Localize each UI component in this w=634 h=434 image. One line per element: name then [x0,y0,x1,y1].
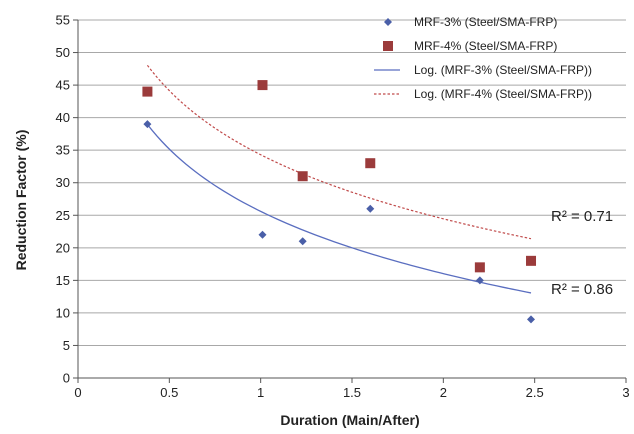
y-tick-labels: 0 5 10 15 20 25 30 35 40 45 50 55 [56,13,70,386]
x-tick-labels: 0 0.5 1 1.5 2 2.5 3 [74,385,629,400]
r2-label-1: R² = 0.86 [551,281,613,298]
data-point-series-2 [142,86,153,97]
legend-label: Log. (MRF-4% (Steel/SMA-FRP)) [414,87,592,101]
r2-labels: R² = 0.86 R² = 0.71 [551,208,613,298]
legend-entry-3: Log. (MRF-3% (Steel/SMA-FRP)) [374,63,592,77]
data-points [142,80,537,324]
y-tick-label: 20 [56,240,70,255]
trendline-2 [146,64,532,240]
y-tick-label: 0 [63,371,70,386]
y-tick-label: 45 [56,78,70,93]
y-tick-label: 30 [56,175,70,190]
data-point-series-2 [526,255,537,266]
x-tick-label: 0.5 [160,385,178,400]
y-tick-label: 25 [56,208,70,223]
gridlines [78,19,626,346]
legend-entry-4: Log. (MRF-4% (Steel/SMA-FRP)) [374,87,592,101]
r2-label-2: R² = 0.71 [551,208,613,225]
axes [73,19,627,383]
data-point-series-1 [475,276,484,285]
x-tick-label: 0 [74,385,81,400]
data-point-series-2 [257,80,268,91]
legend-label: MRF-3% (Steel/SMA-FRP) [414,15,557,29]
x-tick-label: 1.5 [343,385,361,400]
legend-marker [384,18,392,26]
legend: MRF-3% (Steel/SMA-FRP) MRF-4% (Steel/SMA-… [374,15,592,101]
data-point-series-1 [143,120,152,129]
x-tick-label: 2 [440,385,447,400]
legend-entry-2: MRF-4% (Steel/SMA-FRP) [383,39,557,53]
y-tick-label: 15 [56,273,70,288]
x-tick-label: 3 [622,385,629,400]
y-tick-label: 40 [56,110,70,125]
y-tick-label: 50 [56,45,70,60]
data-point-series-2 [474,262,485,273]
x-tick-label: 1 [257,385,264,400]
x-axis-label: Duration (Main/After) [280,412,419,428]
data-point-series-2 [297,171,308,182]
legend-entry-1: MRF-3% (Steel/SMA-FRP) [384,15,557,29]
data-point-series-1 [258,230,267,239]
y-axis-label: Reduction Factor (%) [13,130,29,271]
data-point-series-2 [365,158,376,169]
y-tick-label: 5 [63,338,70,353]
x-tick-label: 2.5 [526,385,544,400]
legend-label: Log. (MRF-3% (Steel/SMA-FRP)) [414,63,592,77]
data-point-series-1 [527,315,536,324]
legend-marker [383,41,393,51]
data-point-series-1 [298,237,307,246]
y-tick-label: 55 [56,13,70,28]
legend-label: MRF-4% (Steel/SMA-FRP) [414,39,557,53]
trendlines [146,64,532,294]
y-tick-label: 35 [56,143,70,158]
y-tick-label: 10 [56,305,70,320]
data-point-series-1 [366,204,375,213]
trendline-1 [146,124,532,294]
